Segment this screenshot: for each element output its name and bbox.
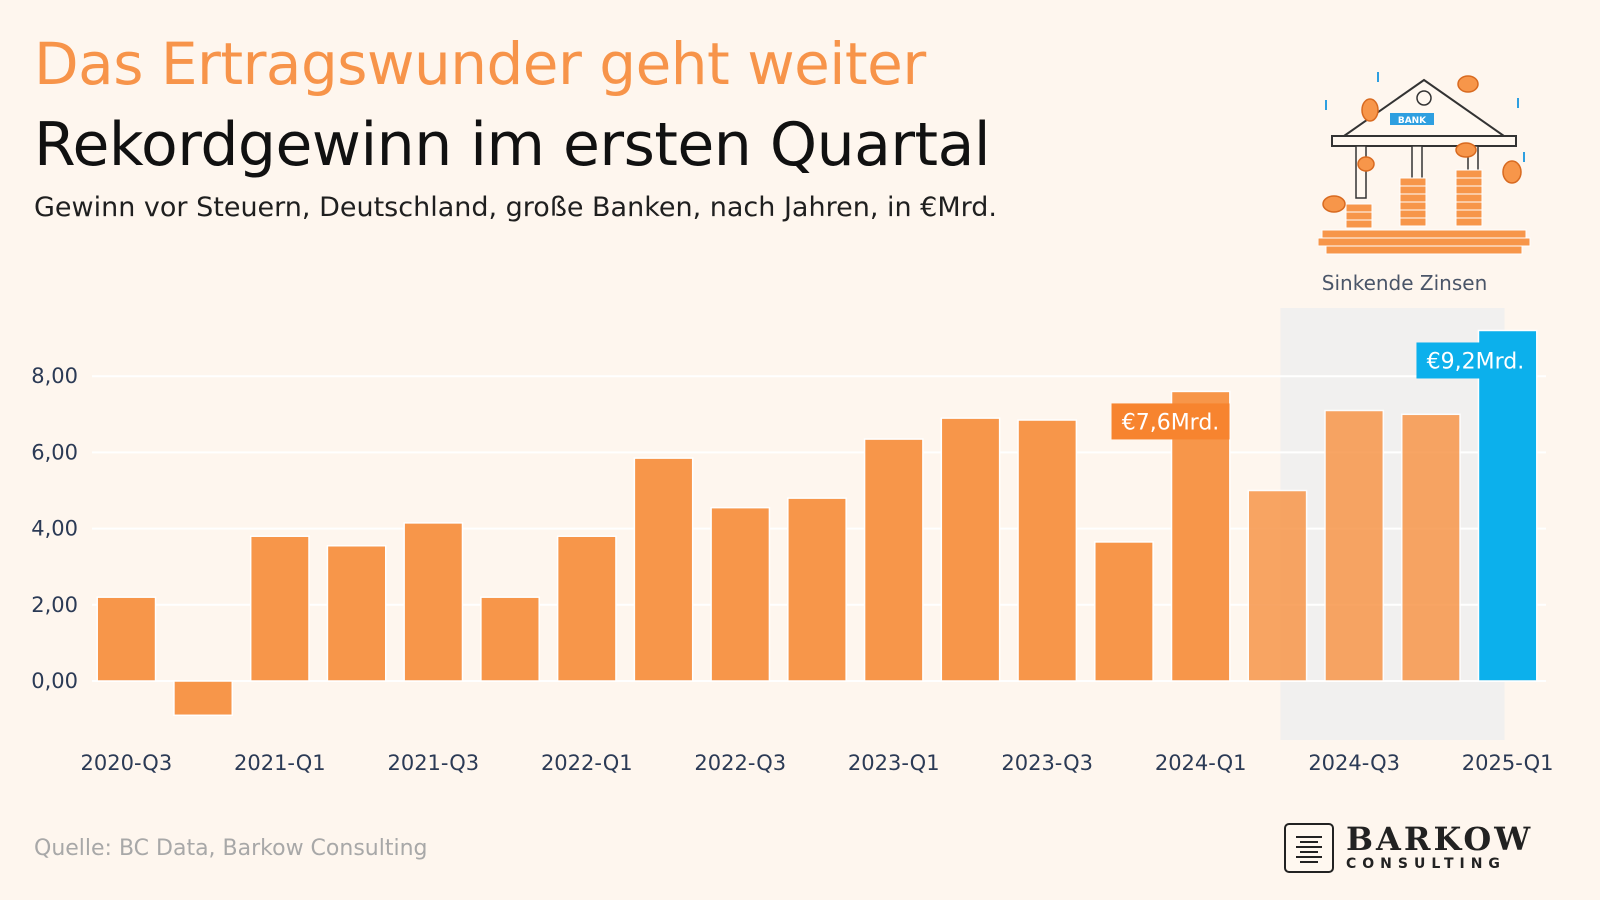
- bar: [96, 596, 157, 682]
- bar: [326, 544, 387, 682]
- x-tick-label: 2024-Q3: [1308, 751, 1400, 775]
- x-tick-label: 2020-Q3: [81, 751, 173, 775]
- bar: [1094, 541, 1154, 682]
- x-tick-label: 2023-Q3: [1001, 751, 1093, 775]
- bank-sign: BANK: [1398, 116, 1427, 126]
- bar: [480, 596, 540, 682]
- bar: [787, 497, 847, 682]
- source-note: Quelle: BC Data, Barkow Consulting: [34, 836, 428, 861]
- bar: [403, 522, 464, 682]
- chart-subtitle: Gewinn vor Steuern, Deutschland, große B…: [34, 192, 997, 223]
- x-tick-label: 2021-Q3: [387, 751, 479, 775]
- data-label: €9,2Mrd.: [1427, 349, 1525, 374]
- data-label: €7,6Mrd.: [1122, 410, 1220, 435]
- y-tick-label: 2,00: [31, 593, 78, 617]
- logo-subline: CONSULTING: [1346, 856, 1506, 872]
- data-label-box: [1111, 403, 1230, 440]
- chart-headline: Rekordgewinn im ersten Quartal: [34, 110, 991, 180]
- bar: [1247, 489, 1308, 682]
- shaded-region: [1280, 308, 1505, 740]
- bar: [1324, 409, 1385, 682]
- logo-wordmark: BARKOW: [1346, 820, 1534, 858]
- bar: [556, 535, 617, 682]
- bar: [1400, 413, 1461, 682]
- bar: [249, 535, 310, 682]
- x-tick-label: 2022-Q3: [694, 751, 786, 775]
- bar: [1017, 419, 1078, 682]
- x-tick-label: 2025-Q1: [1462, 751, 1554, 775]
- bar: [633, 457, 694, 682]
- x-tick-label: 2024-Q1: [1155, 751, 1247, 775]
- y-tick-label: 0,00: [31, 669, 78, 693]
- bank-building-coins-icon: BANK: [1318, 72, 1531, 255]
- logo-mark-icon: [1284, 823, 1334, 873]
- shaded-region-label: Sinkende Zinsen: [1322, 271, 1487, 295]
- bar: [940, 417, 1001, 682]
- x-tick-label: 2023-Q1: [848, 751, 940, 775]
- bar: [1477, 329, 1538, 682]
- y-tick-label: 6,00: [31, 440, 78, 464]
- data-label-box: [1416, 342, 1535, 379]
- barkow-logo: BARKOW CONSULTING: [1284, 823, 1533, 873]
- y-tick-label: 8,00: [31, 364, 78, 388]
- bar: [710, 506, 771, 682]
- x-tick-label: 2022-Q1: [541, 751, 633, 775]
- x-tick-label: 2021-Q1: [234, 751, 326, 775]
- bar: [1170, 390, 1231, 682]
- bar: [863, 438, 924, 682]
- y-tick-label: 4,00: [31, 517, 78, 541]
- chart-title: Das Ertragswunder geht weiter: [34, 30, 926, 98]
- bar: [173, 680, 234, 717]
